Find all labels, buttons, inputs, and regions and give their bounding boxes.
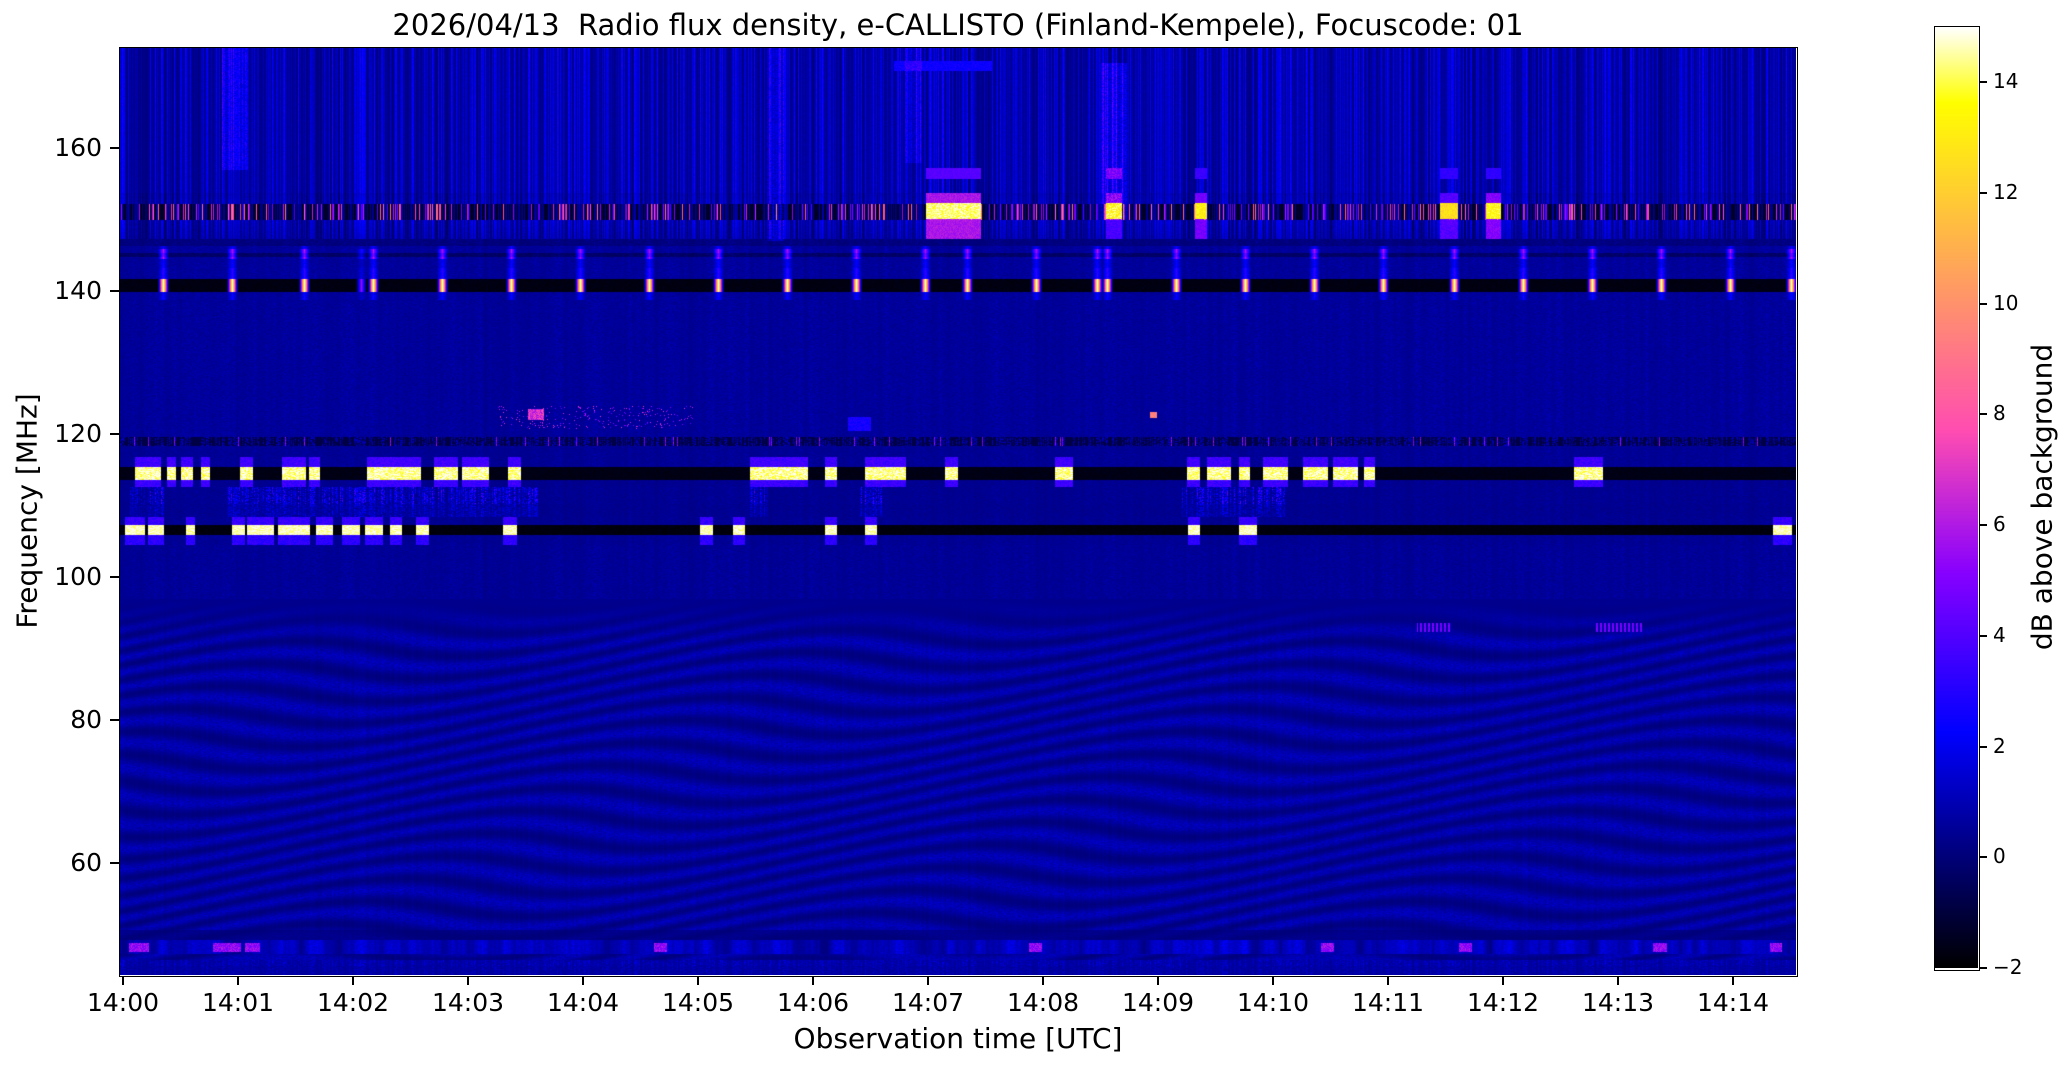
x-tick-mark [1617, 976, 1619, 985]
x-tick-label: 14:11 [1351, 988, 1425, 1017]
colorbar-tick-label: 8 [1993, 401, 2006, 426]
colorbar-tick-label: −2 [1993, 955, 2023, 979]
colorbar-tick-mark [1979, 967, 1987, 969]
x-tick-label: 14:01 [201, 988, 275, 1017]
y-tick-label: 120 [54, 418, 102, 448]
colorbar-tick-mark [1979, 856, 1987, 859]
x-tick-label: 14:05 [661, 988, 735, 1017]
x-tick-label: 14:07 [891, 988, 965, 1017]
colorbar-tick-mark [1979, 81, 1987, 84]
y-tick-label: 80 [70, 704, 102, 734]
colorbar-tick-mark [1979, 524, 1987, 527]
x-axis-label: Observation time [UTC] [793, 1022, 1123, 1055]
y-tick-mark [110, 432, 119, 435]
x-tick-mark [237, 976, 239, 985]
x-tick-mark [1157, 976, 1159, 985]
x-tick-mark [1272, 976, 1274, 985]
colorbar-tick-label: 12 [1993, 180, 2019, 205]
x-tick-mark [582, 976, 584, 985]
y-tick-mark [110, 575, 119, 578]
x-tick-label: 14:12 [1466, 988, 1540, 1017]
x-tick-mark [812, 976, 814, 985]
x-tick-mark [352, 976, 354, 985]
x-tick-label: 14:09 [1121, 988, 1195, 1017]
x-tick-label: 14:03 [431, 988, 505, 1017]
x-tick-label: 14:10 [1236, 988, 1310, 1017]
y-tick-mark [110, 147, 119, 150]
colorbar-gradient [1935, 27, 1978, 968]
y-tick-mark [110, 718, 119, 721]
colorbar-tick-label: 4 [1993, 622, 2006, 647]
y-tick-mark [110, 861, 119, 864]
x-tick-label: 14:06 [776, 988, 850, 1017]
x-tick-mark [1732, 976, 1734, 985]
colorbar-tick-mark [1979, 745, 1987, 748]
y-tick-mark [110, 290, 119, 292]
x-tick-label: 14:02 [316, 988, 390, 1017]
colorbar-tick-label: 2 [1993, 733, 2006, 758]
colorbar-tick-mark [1979, 302, 1987, 305]
x-tick-mark [1387, 976, 1389, 985]
colorbar-tick-mark [1979, 413, 1987, 416]
colorbar-tick-label: 6 [1993, 512, 2006, 537]
y-tick-label: 60 [70, 847, 102, 877]
colorbar-tick-label: 10 [1993, 290, 2019, 315]
x-tick-label: 14:08 [1006, 988, 1080, 1017]
colorbar-label: dB above background [2025, 343, 2059, 651]
colorbar-tick-mark [1979, 634, 1987, 637]
y-axis-label: Frequency [MHz] [10, 393, 44, 629]
y-tick-label: 100 [54, 561, 102, 591]
y-tick-label: 160 [54, 133, 102, 163]
colorbar-tick-label: 14 [1993, 69, 2019, 94]
chart-title: 2026/04/13 Radio flux density, e-CALLIST… [392, 8, 1524, 42]
x-tick-mark [1502, 976, 1504, 985]
x-tick-mark [927, 976, 929, 985]
x-tick-label: 14:00 [86, 988, 160, 1017]
x-tick-mark [467, 976, 469, 985]
x-tick-label: 14:13 [1581, 988, 1655, 1017]
colorbar-tick-label: 0 [1993, 844, 2006, 869]
spectrogram-canvas [120, 48, 1796, 975]
x-tick-label: 14:14 [1696, 988, 1770, 1017]
y-tick-label: 140 [54, 276, 102, 305]
x-tick-mark [697, 976, 699, 985]
x-tick-label: 14:04 [546, 988, 620, 1017]
colorbar-tick-mark [1979, 192, 1987, 195]
x-tick-mark [122, 976, 124, 985]
x-tick-mark [1042, 976, 1044, 985]
